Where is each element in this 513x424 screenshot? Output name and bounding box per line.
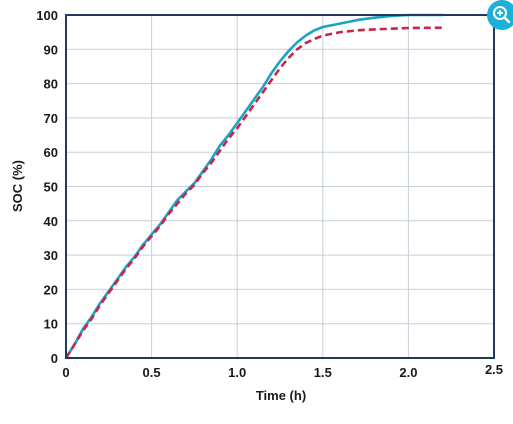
y-tick-label: 60 [44, 145, 58, 160]
x-axis-title: Time (h) [256, 388, 306, 403]
x-tick-label: 2.0 [399, 365, 417, 380]
y-tick-label: 80 [44, 77, 58, 92]
x-tick-label: 2.5 [485, 362, 503, 377]
plot-frame [65, 14, 495, 359]
y-tick-label: 50 [44, 180, 58, 195]
y-tick-label: 40 [44, 214, 58, 229]
series-lines [64, 13, 443, 359]
x-tick-label: 1.5 [314, 365, 332, 380]
grid-lines [66, 15, 494, 358]
y-tick-label: 10 [44, 317, 58, 332]
zoom-in-button[interactable] [487, 0, 513, 30]
y-tick-label: 100 [36, 8, 58, 23]
x-tick-label: 1.0 [228, 365, 246, 380]
x-tick-label: 0 [62, 365, 69, 380]
y-tick-label: 0 [51, 351, 58, 366]
y-tick-label: 70 [44, 111, 58, 126]
series-line-dashed [64, 26, 443, 359]
y-tick-label: 30 [44, 248, 58, 263]
y-tick-label: 20 [44, 282, 58, 297]
x-tick-labels: 0 0.5 1.0 1.5 2.0 2.5 [62, 362, 503, 380]
y-tick-labels: 0 10 20 30 40 50 60 70 80 90 100 [36, 8, 58, 366]
y-tick-label: 90 [44, 42, 58, 57]
y-axis-title: SOC (%) [10, 160, 25, 212]
zoom-in-icon [487, 0, 513, 30]
x-tick-label: 0.5 [143, 365, 161, 380]
